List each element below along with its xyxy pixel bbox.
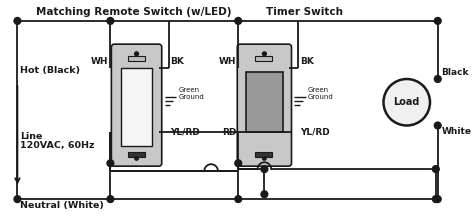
Circle shape	[263, 52, 266, 56]
Bar	[128, 56, 145, 61]
Circle shape	[107, 18, 114, 24]
Text: BK: BK	[171, 57, 184, 66]
Circle shape	[235, 196, 242, 202]
Circle shape	[434, 196, 441, 202]
Text: 120VAC, 60Hz: 120VAC, 60Hz	[20, 141, 95, 150]
Text: BK: BK	[300, 57, 314, 66]
Circle shape	[434, 18, 441, 24]
Circle shape	[261, 166, 268, 172]
Circle shape	[434, 76, 441, 82]
Circle shape	[432, 196, 439, 202]
Text: YL/RD: YL/RD	[300, 128, 330, 137]
Text: Timer Switch: Timer Switch	[265, 7, 343, 17]
FancyBboxPatch shape	[111, 44, 162, 166]
Circle shape	[434, 122, 441, 129]
FancyBboxPatch shape	[237, 44, 292, 166]
Bar	[246, 72, 283, 132]
Circle shape	[432, 166, 439, 172]
Bar	[255, 56, 272, 61]
Bar	[128, 152, 145, 158]
Text: Green
Ground: Green Ground	[308, 87, 334, 100]
Text: WH: WH	[219, 57, 237, 66]
Circle shape	[14, 18, 21, 24]
Text: Black: Black	[442, 68, 469, 77]
Text: YL/RD: YL/RD	[171, 128, 200, 137]
Circle shape	[107, 196, 114, 202]
Bar	[255, 152, 272, 158]
Text: Line: Line	[20, 132, 43, 141]
Circle shape	[14, 196, 21, 202]
Circle shape	[235, 18, 242, 24]
Text: Neutral (White): Neutral (White)	[20, 201, 104, 210]
Text: RD: RD	[222, 128, 237, 137]
Text: Matching Remote Switch (w/LED): Matching Remote Switch (w/LED)	[36, 7, 231, 17]
Text: Hot (Black): Hot (Black)	[20, 66, 81, 75]
Circle shape	[383, 79, 430, 125]
Circle shape	[235, 160, 242, 167]
Circle shape	[261, 191, 268, 198]
Text: Green
Ground: Green Ground	[178, 87, 204, 100]
Bar	[121, 68, 152, 146]
Circle shape	[107, 160, 114, 167]
Text: Load: Load	[393, 97, 420, 107]
Circle shape	[135, 157, 138, 160]
Text: WH: WH	[91, 57, 109, 66]
Circle shape	[135, 52, 138, 56]
Circle shape	[263, 157, 266, 160]
Text: White: White	[442, 127, 472, 136]
